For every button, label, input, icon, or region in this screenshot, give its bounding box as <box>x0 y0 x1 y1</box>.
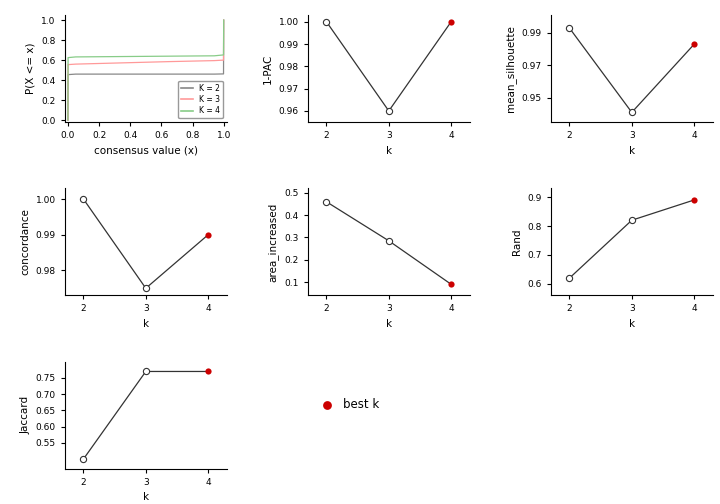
Point <box>140 367 152 375</box>
Point <box>688 40 700 48</box>
Y-axis label: area_increased: area_increased <box>268 202 279 282</box>
Point <box>688 196 700 204</box>
Point <box>202 231 214 239</box>
Y-axis label: Rand: Rand <box>512 229 522 255</box>
Point <box>446 18 457 26</box>
Point <box>626 108 638 116</box>
Point <box>383 237 395 245</box>
X-axis label: k: k <box>386 319 392 329</box>
Y-axis label: P(X <= x): P(X <= x) <box>26 43 36 94</box>
Point <box>78 195 89 203</box>
Point <box>78 455 89 463</box>
Text: best k: best k <box>343 398 379 411</box>
X-axis label: k: k <box>386 146 392 156</box>
Y-axis label: concordance: concordance <box>20 209 30 275</box>
Legend: K = 2, K = 3, K = 4: K = 2, K = 3, K = 4 <box>179 81 223 118</box>
Point <box>446 280 457 288</box>
X-axis label: k: k <box>629 319 635 329</box>
Point <box>564 24 575 32</box>
Y-axis label: 1-PAC: 1-PAC <box>263 53 273 84</box>
Point <box>202 367 214 375</box>
Point <box>626 216 638 224</box>
X-axis label: k: k <box>143 492 149 502</box>
Y-axis label: mean_silhouette: mean_silhouette <box>505 25 516 112</box>
X-axis label: k: k <box>629 146 635 156</box>
Point <box>383 107 395 115</box>
Y-axis label: Jaccard: Jaccard <box>20 396 30 434</box>
Point <box>320 198 332 206</box>
X-axis label: consensus value (x): consensus value (x) <box>94 146 198 156</box>
Point <box>320 18 332 26</box>
Point <box>564 274 575 282</box>
X-axis label: k: k <box>143 319 149 329</box>
Point <box>140 284 152 292</box>
